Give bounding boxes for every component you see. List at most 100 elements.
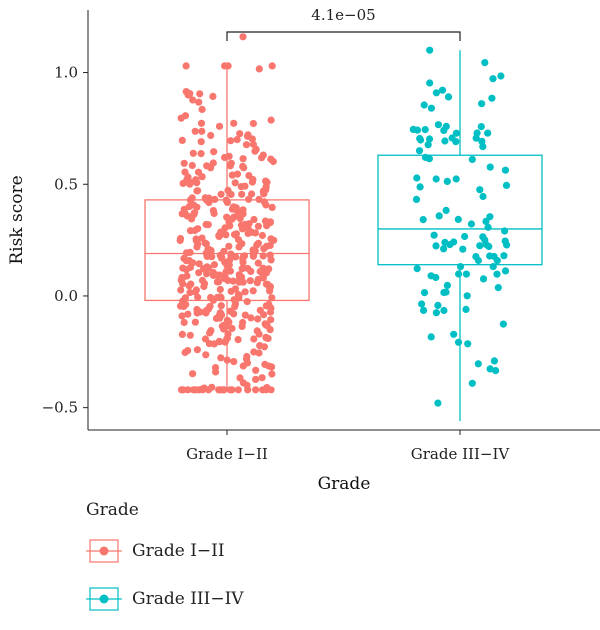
data-point: [267, 235, 275, 243]
data-point: [268, 62, 276, 70]
data-point: [260, 343, 268, 351]
data-point: [242, 141, 251, 149]
y-tick-label: 1.0: [54, 64, 78, 82]
jitter-points: [409, 46, 511, 407]
data-point: [443, 281, 451, 289]
data-point: [420, 101, 428, 109]
data-point: [484, 129, 492, 137]
box-group-grade-iii-iv: [377, 46, 543, 422]
data-point: [262, 186, 270, 194]
data-point: [239, 318, 247, 327]
data-point: [181, 294, 189, 302]
data-point: [418, 300, 426, 308]
data-point: [252, 386, 260, 394]
data-point: [186, 331, 194, 339]
data-point: [420, 289, 429, 297]
data-point: [213, 278, 221, 286]
data-point: [434, 301, 442, 309]
data-point: [266, 287, 274, 295]
data-point: [192, 286, 200, 294]
data-point: [243, 298, 251, 306]
data-point: [493, 270, 501, 278]
y-tick-label: 0.0: [54, 287, 78, 305]
data-point: [244, 131, 252, 139]
data-point: [177, 386, 186, 394]
data-point: [180, 318, 188, 327]
data-point: [415, 147, 424, 155]
data-point: [216, 309, 224, 317]
data-point: [486, 163, 494, 171]
data-point: [243, 352, 251, 361]
data-point: [489, 263, 497, 271]
data-point: [499, 320, 507, 328]
data-point: [240, 252, 249, 260]
data-point: [189, 370, 197, 378]
data-point: [203, 196, 211, 204]
data-point: [254, 222, 262, 230]
data-point: [193, 346, 201, 354]
data-point: [247, 314, 255, 322]
data-point: [207, 293, 215, 302]
data-point: [184, 386, 192, 394]
data-point: [217, 190, 225, 198]
data-point: [239, 155, 247, 163]
data-point: [216, 338, 224, 346]
data-point: [479, 143, 487, 151]
data-point: [234, 236, 243, 244]
data-point: [432, 273, 440, 282]
data-point: [249, 140, 258, 149]
data-point: [184, 310, 192, 318]
data-point: [266, 326, 274, 334]
data-point: [197, 119, 206, 127]
data-point: [203, 248, 211, 256]
p-value-label: 4.1e−05: [311, 6, 375, 24]
data-point: [250, 251, 258, 259]
data-point: [178, 210, 186, 218]
data-point: [191, 127, 199, 135]
data-point: [229, 277, 237, 285]
significance-bracket: [226, 31, 461, 41]
data-point: [245, 226, 253, 234]
legend-title: Grade: [86, 500, 139, 520]
data-point: [228, 171, 236, 179]
data-point: [452, 138, 460, 146]
data-point: [432, 89, 440, 97]
data-point: [204, 305, 213, 313]
data-point: [182, 62, 190, 70]
data-point: [440, 306, 448, 315]
data-point: [227, 250, 235, 258]
data-point: [443, 177, 451, 185]
data-point: [263, 178, 271, 186]
data-point: [267, 316, 275, 324]
data-point: [468, 155, 476, 163]
data-point: [212, 314, 221, 322]
data-point: [268, 370, 276, 378]
data-point: [178, 136, 186, 144]
data-point: [478, 100, 486, 108]
data-point: [207, 327, 215, 335]
data-point: [237, 273, 246, 281]
data-point: [221, 224, 229, 232]
data-point: [235, 291, 243, 299]
data-point: [248, 190, 256, 198]
legend-label-grade-iii-iv: Grade III−IV: [132, 589, 244, 609]
data-point: [198, 386, 207, 394]
data-point: [501, 166, 510, 174]
data-point: [230, 119, 238, 127]
data-point: [454, 215, 462, 223]
data-point: [236, 130, 244, 138]
data-point: [178, 330, 186, 338]
data-point: [473, 129, 481, 137]
data-point: [254, 259, 262, 267]
data-point: [209, 159, 217, 167]
data-point: [209, 271, 217, 279]
plot-area: [144, 33, 543, 422]
data-point: [501, 237, 509, 245]
data-point: [454, 338, 463, 346]
data-point: [440, 245, 448, 253]
data-point: [216, 285, 224, 294]
data-point: [203, 162, 211, 170]
data-point: [249, 119, 257, 128]
data-point: [215, 271, 224, 279]
data-point: [461, 232, 469, 241]
